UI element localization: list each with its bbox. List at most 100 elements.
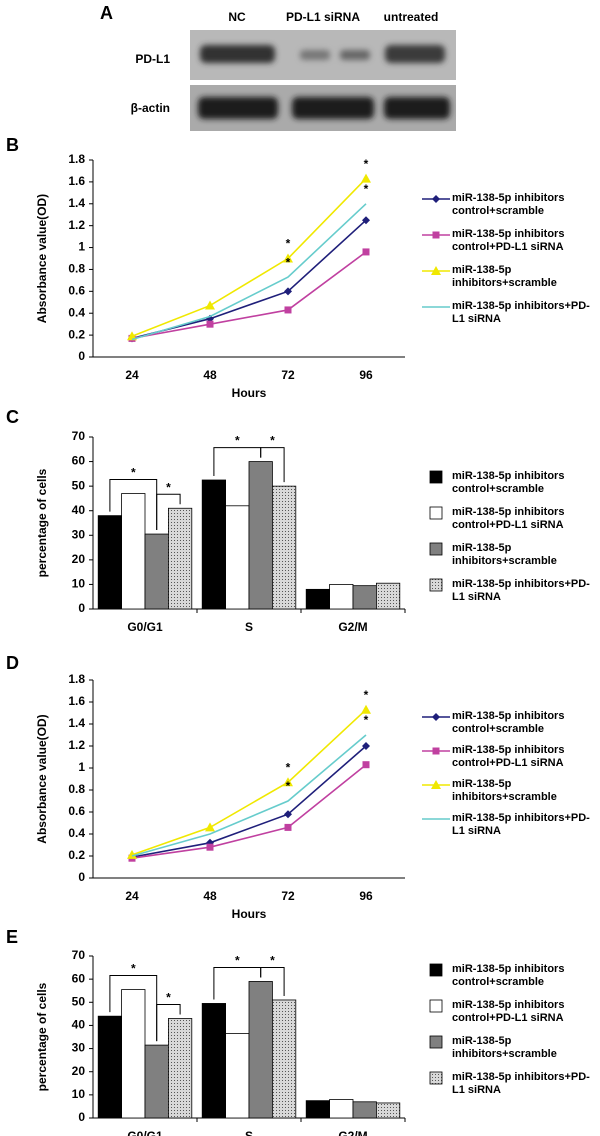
significance-bracket: [156, 1003, 181, 1042]
panel-label: B: [6, 135, 19, 155]
y-tick-label: 1.2: [68, 738, 85, 752]
y-tick-label: 1.6: [68, 694, 85, 708]
bar: [352, 585, 377, 610]
legend-entry: miR-138-5p inhibitors control+PD-L1 siRN…: [452, 228, 564, 253]
legend-swatch: [429, 963, 443, 977]
marker: [284, 306, 292, 314]
significance-mark: *: [364, 182, 369, 196]
bar: [305, 588, 331, 610]
lane-label: NC: [228, 10, 246, 24]
legend-label: miR-138-5p inhibitors control+scramble: [452, 710, 565, 735]
significance-mark: *: [235, 434, 240, 448]
y-axis-label: Absorbance value(OD): [35, 714, 49, 843]
bar: [375, 1102, 401, 1119]
legend-label: miR-138-5p inhibitors control+PD-L1 siRN…: [452, 999, 565, 1024]
bar: [97, 1015, 122, 1119]
legend-swatch: [429, 1071, 443, 1085]
bar: [121, 493, 146, 610]
marker: [431, 266, 441, 275]
y-tick-label: 0.2: [68, 848, 85, 862]
panel-label: E: [6, 927, 18, 947]
lane-label: untreated: [384, 10, 439, 24]
y-tick-label: 0.8: [68, 782, 85, 796]
y-tick-label: 50: [72, 994, 86, 1008]
legend-entry: miR-138-5p inhibitors control+scramble: [452, 963, 565, 988]
marker: [205, 300, 215, 310]
y-tick-label: 1.4: [68, 716, 85, 730]
y-tick-label: 30: [72, 1041, 86, 1055]
series-line: [131, 178, 367, 337]
marker: [432, 195, 440, 203]
bar: [167, 507, 193, 610]
legend-swatch: [429, 578, 443, 592]
panel-label: C: [6, 407, 19, 427]
legend-swatch: [429, 506, 443, 520]
x-tick-label: G2/M: [338, 1129, 367, 1136]
bar: [97, 515, 122, 610]
marker: [127, 849, 137, 859]
marker: [362, 742, 370, 750]
x-tick-label: 48: [203, 368, 217, 382]
x-tick-label: S: [245, 1129, 253, 1136]
x-tick-label: 24: [125, 889, 139, 903]
x-tick-label: 96: [359, 889, 373, 903]
bar: [329, 1099, 354, 1119]
panel-label: A: [100, 3, 113, 23]
legend-label: miR-138-5p inhibitors control+PD-L1 siRN…: [452, 744, 565, 769]
y-tick-label: 20: [72, 1064, 86, 1078]
legend-label: miR-138-5p inhibitors control+scramble: [452, 963, 565, 988]
x-tick-label: G2/M: [338, 620, 367, 634]
legend-entry: miR-138-5p inhibitors+PD-L1 siRNA: [452, 578, 590, 603]
legend-entry: miR-138-5p inhibitors+PD-L1 siRNA: [452, 1071, 590, 1096]
x-axis-label: Hours: [232, 386, 267, 400]
legend-entry: miR-138-5p inhibitors control+scramble: [452, 470, 564, 495]
y-tick-label: 40: [72, 1018, 86, 1032]
legend-label: miR-138-5p inhibitors control+scramble: [452, 192, 565, 217]
legend-label: miR-138-5p inhibitors+PD-L1 siRNA: [452, 578, 590, 603]
legend-entry: miR-138-5p inhibitors+scramble: [452, 1035, 557, 1060]
bar: [305, 1100, 331, 1119]
x-tick-label: G0/G1: [127, 1129, 163, 1136]
significance-mark: *: [286, 237, 291, 251]
y-axis-label: percentage of cells: [35, 982, 49, 1091]
legend-entry: miR-138-5p inhibitors+scramble: [452, 778, 557, 803]
bar: [248, 461, 273, 610]
legend-entry: miR-138-5p inhibitors control+PD-L1 siRN…: [452, 506, 565, 531]
y-tick-label: 0: [78, 601, 85, 615]
y-tick-label: 1.4: [68, 196, 85, 210]
y-tick-label: 0.8: [68, 262, 85, 276]
legend-label: miR-138-5p inhibitors+scramble: [452, 1035, 557, 1060]
x-tick-label: 96: [359, 368, 373, 382]
bar: [248, 981, 273, 1119]
bar: [144, 533, 169, 610]
y-tick-label: 1: [78, 760, 85, 774]
x-tick-label: 24: [125, 368, 139, 382]
x-axis-label: Hours: [232, 907, 267, 921]
bar: [271, 999, 297, 1119]
series-line: [131, 203, 367, 341]
marker: [362, 248, 370, 256]
legend-entry: miR-138-5p inhibitors control+PD-L1 siRN…: [452, 999, 565, 1024]
marker: [431, 780, 441, 789]
legend-swatch: [429, 470, 443, 484]
bar: [201, 1003, 226, 1119]
row-label: β-actin: [131, 101, 170, 115]
y-axis-label: percentage of cells: [35, 468, 49, 577]
y-tick-label: 0.2: [68, 327, 85, 341]
legend-label: miR-138-5p inhibitors+PD-L1 siRNA: [452, 812, 590, 837]
series-line: [131, 709, 367, 856]
marker: [284, 810, 292, 819]
bar: [201, 479, 226, 610]
bar: [352, 1101, 377, 1119]
legend-label: miR-138-5p inhibitors control+PD-L1 siRN…: [452, 506, 565, 531]
legend-swatch: [429, 542, 443, 556]
legend-entry: miR-138-5p inhibitors+PD-L1 siRNA: [452, 812, 590, 837]
legend-label: miR-138-5p inhibitors+PD-L1 siRNA: [452, 300, 590, 325]
marker: [362, 761, 370, 769]
marker: [432, 747, 440, 755]
significance-mark: *: [131, 466, 136, 480]
bar: [144, 1044, 169, 1119]
panel-label: D: [6, 653, 19, 673]
significance-mark: *: [286, 760, 291, 774]
